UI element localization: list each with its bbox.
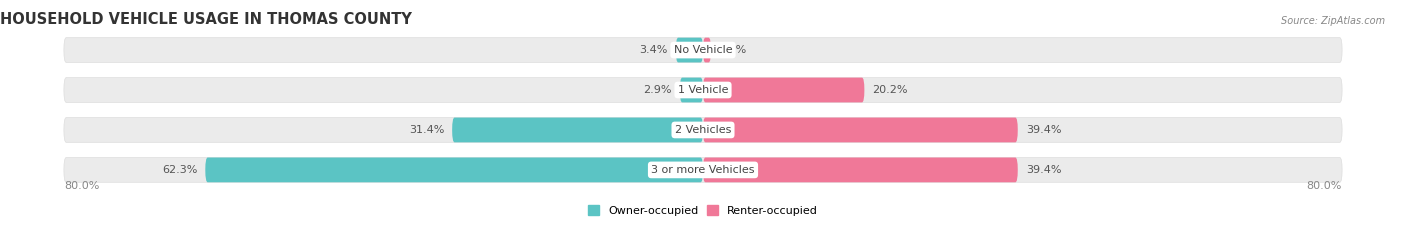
Text: 2 Vehicles: 2 Vehicles: [675, 125, 731, 135]
Text: 39.4%: 39.4%: [1026, 125, 1062, 135]
FancyBboxPatch shape: [205, 157, 703, 182]
Text: 62.3%: 62.3%: [162, 165, 197, 175]
Text: 39.4%: 39.4%: [1026, 165, 1062, 175]
Text: 20.2%: 20.2%: [872, 85, 908, 95]
Text: 80.0%: 80.0%: [63, 181, 100, 191]
Legend: Owner-occupied, Renter-occupied: Owner-occupied, Renter-occupied: [588, 205, 818, 216]
FancyBboxPatch shape: [63, 78, 1343, 102]
Text: 31.4%: 31.4%: [409, 125, 444, 135]
Text: Source: ZipAtlas.com: Source: ZipAtlas.com: [1281, 16, 1385, 26]
FancyBboxPatch shape: [453, 117, 703, 142]
Text: 1.0%: 1.0%: [718, 45, 747, 55]
FancyBboxPatch shape: [63, 38, 1343, 62]
FancyBboxPatch shape: [63, 117, 1343, 142]
FancyBboxPatch shape: [703, 38, 711, 62]
Text: 80.0%: 80.0%: [1306, 181, 1343, 191]
Text: 2.9%: 2.9%: [644, 85, 672, 95]
Text: 3.4%: 3.4%: [640, 45, 668, 55]
Text: 3 or more Vehicles: 3 or more Vehicles: [651, 165, 755, 175]
Text: HOUSEHOLD VEHICLE USAGE IN THOMAS COUNTY: HOUSEHOLD VEHICLE USAGE IN THOMAS COUNTY: [0, 12, 412, 27]
Text: 1 Vehicle: 1 Vehicle: [678, 85, 728, 95]
FancyBboxPatch shape: [703, 78, 865, 102]
Text: No Vehicle: No Vehicle: [673, 45, 733, 55]
FancyBboxPatch shape: [681, 78, 703, 102]
FancyBboxPatch shape: [703, 117, 1018, 142]
FancyBboxPatch shape: [703, 157, 1018, 182]
FancyBboxPatch shape: [63, 157, 1343, 182]
FancyBboxPatch shape: [676, 38, 703, 62]
